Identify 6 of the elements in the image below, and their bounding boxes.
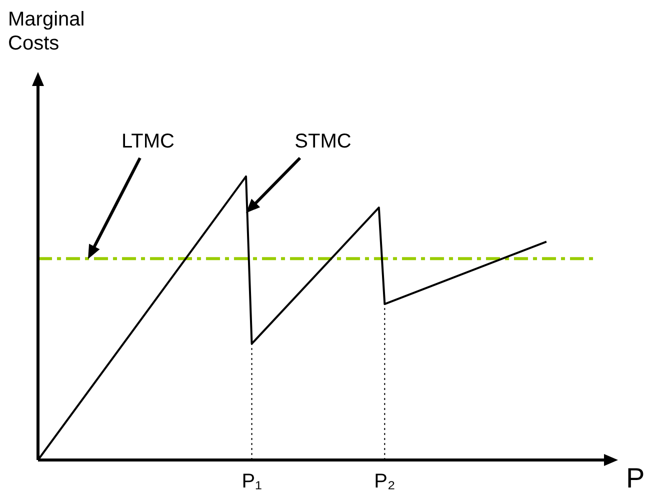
- x-tick-label: P₂: [374, 470, 396, 493]
- text: LTMC: [122, 130, 174, 153]
- x-axis-title: P: [626, 462, 645, 494]
- text: Marginal Costs: [8, 8, 85, 55]
- x-tick-label: P₁: [242, 470, 262, 493]
- text: STMC: [294, 130, 352, 153]
